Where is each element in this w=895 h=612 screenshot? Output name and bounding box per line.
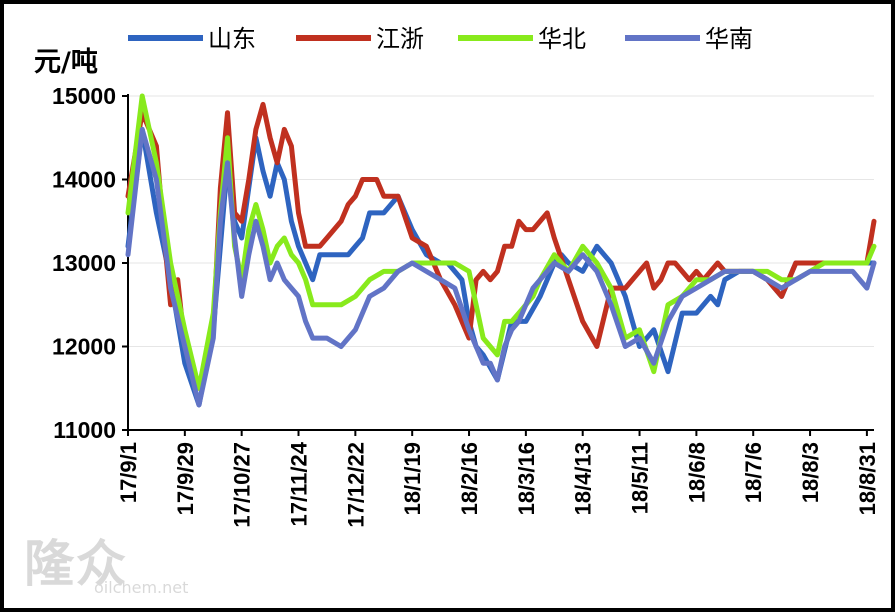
x-tick-label: 18/8/3 <box>798 442 823 503</box>
x-tick-label: 18/8/31 <box>855 442 880 515</box>
legend-label: 江浙 <box>376 25 424 53</box>
y-tick-labels: 11000 12000 13000 14000 15000 <box>52 83 116 443</box>
y-tick-label: 12000 <box>52 334 116 360</box>
x-tick-label: 17/9/29 <box>173 442 198 515</box>
y-tick-label: 14000 <box>52 167 116 193</box>
legend-label: 华北 <box>538 25 586 53</box>
x-tick-label: 17/11/24 <box>287 441 312 526</box>
x-tick-label: 18/3/16 <box>514 442 539 515</box>
legend-label: 华南 <box>705 25 753 53</box>
x-tick-label: 18/7/6 <box>741 442 766 503</box>
x-tick-label: 17/12/22 <box>343 442 368 528</box>
y-axis-title: 元/吨 <box>34 47 98 78</box>
x-tick-label: 18/2/16 <box>457 442 482 515</box>
series-line-3 <box>125 93 877 391</box>
x-tick-label: 18/4/13 <box>571 442 596 515</box>
y-tick-label: 11000 <box>53 417 116 443</box>
y-tick-label: 13000 <box>52 250 116 276</box>
x-tick-label: 17/9/1 <box>116 442 141 503</box>
x-tick-label: 17/10/27 <box>230 442 255 528</box>
legend-label: 山东 <box>208 25 256 53</box>
series-lines <box>125 93 877 408</box>
x-tick-label: 18/1/19 <box>400 442 425 515</box>
y-tick-label: 15000 <box>52 83 116 109</box>
x-tick-label: 18/5/11 <box>628 442 653 514</box>
series-line-2 <box>125 101 877 391</box>
legend: 山东 江浙 华北 华南 <box>128 25 753 53</box>
axes <box>122 94 874 436</box>
x-tick-label: 18/6/8 <box>684 442 709 503</box>
x-tick-labels: 17/9/1 17/9/29 17/10/27 17/11/24 17/12/22 18/… <box>116 441 880 527</box>
series-line-4 <box>125 126 877 408</box>
